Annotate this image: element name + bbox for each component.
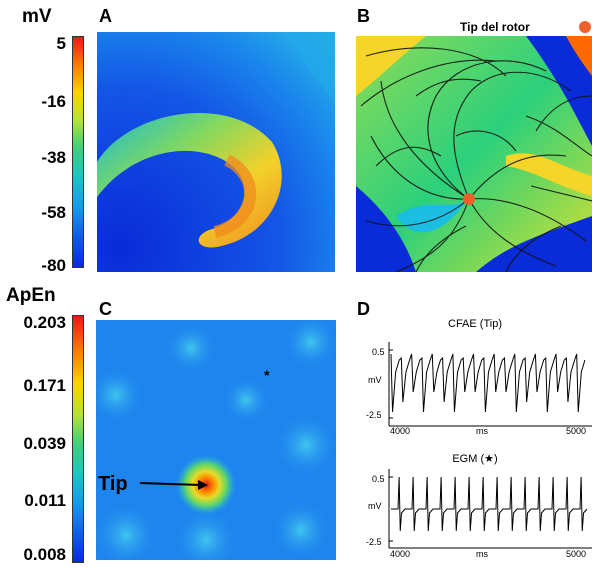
panel-a-unit: mV: [22, 6, 52, 27]
panel-b-letter: B: [357, 6, 370, 26]
panel-c-apen-map: * Tip: [96, 320, 336, 560]
y-tick: 0.5: [372, 474, 385, 484]
panel-a-spiral-map: [97, 32, 335, 272]
cfae-signal: [390, 353, 586, 413]
panel-c-letter: C: [99, 299, 112, 319]
rotor-tip-legend-icon: [579, 21, 591, 33]
panel-c-tick: 0.039: [23, 434, 66, 453]
asterisk-marker: *: [264, 367, 270, 383]
panel-b-streamline-map: [356, 36, 592, 272]
trace-title: EGM (★): [452, 453, 498, 465]
panel-a-tick: -58: [41, 203, 66, 222]
panel-c-colorbar: [72, 315, 84, 563]
egm-signal: [391, 476, 588, 532]
panel-c-tick: 0.203: [23, 313, 66, 332]
cfae-trace-plot: [388, 342, 592, 427]
x-label: ms: [476, 549, 488, 559]
panel-a-colorbar: [72, 36, 84, 268]
panel-c-tick: 0.008: [23, 545, 66, 564]
y-tick: 0.5: [372, 347, 385, 357]
x-tick: 5000: [566, 426, 587, 436]
x-tick: 4000: [390, 426, 411, 436]
x-label: ms: [476, 426, 488, 436]
rotor-tip-marker: [463, 193, 475, 205]
y-tick: -2.5: [366, 537, 382, 547]
panel-c-unit: ApEn: [6, 285, 56, 306]
panel-c-tick: 0.171: [23, 376, 66, 395]
x-tick: 5000: [566, 549, 587, 559]
tip-label: Tip: [98, 473, 128, 495]
egm-trace-plot: [388, 469, 592, 549]
legend-label: Tip del rotor: [460, 20, 530, 34]
panel-a-tick: -38: [41, 148, 66, 167]
panel-c-tick: 0.011: [24, 491, 66, 510]
y-label: mV: [368, 501, 382, 511]
panel-a-letter: A: [99, 6, 112, 26]
panel-d-letter: D: [357, 299, 370, 319]
y-tick: -2.5: [366, 410, 382, 420]
panel-a-tick: -80: [41, 256, 66, 275]
panel-a-tick: -16: [41, 92, 66, 111]
y-label: mV: [368, 375, 382, 385]
x-tick: 4000: [390, 549, 411, 559]
panel-a-tick: 5: [56, 34, 66, 53]
trace-title: CFAE (Tip): [448, 318, 502, 330]
